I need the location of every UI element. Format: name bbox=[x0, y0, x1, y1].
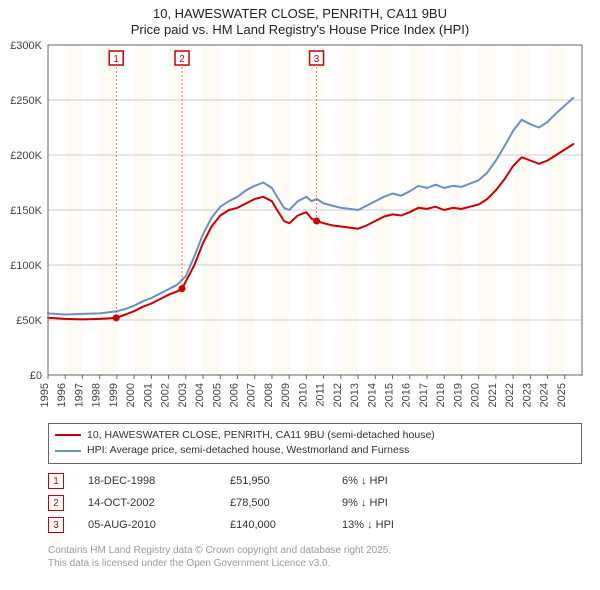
footer-line-1: Contains HM Land Registry data © Crown c… bbox=[48, 544, 582, 557]
chart-svg: £0 £50K £100K £150K £200K £250K £300K 1995 1996 1… bbox=[0, 39, 600, 419]
x-tick-label: 2010 bbox=[297, 383, 309, 407]
title-line-2: Price paid vs. HM Land Registry's House … bbox=[0, 22, 600, 38]
sale-marker-number: 2 bbox=[179, 54, 185, 65]
sale-index-box: 2 bbox=[48, 495, 64, 511]
sale-date: 14-OCT-2002 bbox=[88, 497, 228, 509]
x-tick-label: 2025 bbox=[556, 383, 568, 407]
sale-price: £140,000 bbox=[230, 519, 340, 531]
sale-price: £78,500 bbox=[230, 497, 340, 509]
legend-swatch bbox=[55, 434, 81, 436]
x-tick-label: 2004 bbox=[194, 383, 206, 407]
sale-delta: 13% ↓ HPI bbox=[342, 519, 462, 531]
x-tick-label: 1999 bbox=[108, 383, 120, 407]
y-tick-label: £0 bbox=[30, 370, 42, 382]
y-tick-label: £300K bbox=[10, 40, 42, 52]
x-tick-label: 2008 bbox=[263, 383, 275, 407]
y-tick-label: £100K bbox=[10, 260, 42, 272]
sale-index-box: 3 bbox=[48, 517, 64, 533]
sales-row: 1 18-DEC-1998£51,9506% ↓ HPI bbox=[48, 470, 582, 492]
x-tick-label: 2020 bbox=[470, 383, 482, 407]
x-tick-label: 1996 bbox=[56, 383, 68, 407]
sale-dot bbox=[113, 314, 120, 321]
sale-marker-number: 1 bbox=[113, 54, 119, 65]
x-tick-label: 2002 bbox=[160, 383, 172, 407]
x-tick-label: 2001 bbox=[142, 383, 154, 407]
x-tick-label: 2018 bbox=[435, 383, 447, 407]
x-tick-label: 2021 bbox=[487, 383, 499, 407]
legend-swatch bbox=[55, 450, 81, 452]
x-tick-label: 2013 bbox=[349, 383, 361, 407]
y-tick-label: £250K bbox=[10, 95, 42, 107]
legend-label: HPI: Average price, semi-detached house,… bbox=[87, 443, 409, 459]
x-tick-label: 1997 bbox=[73, 383, 85, 407]
sale-price: £51,950 bbox=[230, 475, 340, 487]
footer-note: Contains HM Land Registry data © Crown c… bbox=[48, 544, 582, 570]
x-tick-label: 2019 bbox=[452, 383, 464, 407]
x-tick-label: 2003 bbox=[177, 383, 189, 407]
x-tick-label: 2024 bbox=[539, 383, 551, 407]
y-tick-label: £50K bbox=[16, 315, 42, 327]
sale-delta: 9% ↓ HPI bbox=[342, 497, 462, 509]
title-line-1: 10, HAWESWATER CLOSE, PENRITH, CA11 9BU bbox=[0, 6, 600, 22]
x-tick-label: 2022 bbox=[504, 383, 516, 407]
x-tick-label: 2009 bbox=[280, 383, 292, 407]
y-tick-label: £150K bbox=[10, 205, 42, 217]
sale-index-box: 1 bbox=[48, 473, 64, 489]
x-tick-label: 2016 bbox=[401, 383, 413, 407]
footer-line-2: This data is licensed under the Open Gov… bbox=[48, 557, 582, 570]
chart-area: £0 £50K £100K £150K £200K £250K £300K 1995 1996 1… bbox=[0, 39, 600, 419]
x-tick-label: 2000 bbox=[125, 383, 137, 407]
sale-dot bbox=[179, 285, 186, 292]
sales-row: 3 05-AUG-2010£140,00013% ↓ HPI bbox=[48, 514, 582, 536]
sales-table: 1 18-DEC-1998£51,9506% ↓ HPI 2 14-OCT-2002£… bbox=[48, 470, 582, 536]
sale-date: 05-AUG-2010 bbox=[88, 519, 228, 531]
x-tick-label: 2023 bbox=[521, 383, 533, 407]
sale-marker-number: 3 bbox=[314, 54, 320, 65]
x-tick-label: 1995 bbox=[39, 383, 51, 407]
x-tick-label: 2011 bbox=[315, 383, 327, 407]
sales-row: 2 14-OCT-2002£78,5009% ↓ HPI bbox=[48, 492, 582, 514]
legend-item: 10, HAWESWATER CLOSE, PENRITH, CA11 9BU … bbox=[55, 428, 575, 444]
x-tick-label: 2017 bbox=[418, 383, 430, 407]
y-tick-label: £200K bbox=[10, 150, 42, 162]
chart-title-block: 10, HAWESWATER CLOSE, PENRITH, CA11 9BU … bbox=[0, 0, 600, 39]
legend-label: 10, HAWESWATER CLOSE, PENRITH, CA11 9BU … bbox=[87, 428, 435, 444]
legend: 10, HAWESWATER CLOSE, PENRITH, CA11 9BU … bbox=[48, 423, 582, 465]
x-tick-label: 2006 bbox=[228, 383, 240, 407]
legend-item: HPI: Average price, semi-detached house,… bbox=[55, 443, 575, 459]
sale-date: 18-DEC-1998 bbox=[88, 475, 228, 487]
sale-dot bbox=[313, 217, 320, 224]
x-tick-label: 2005 bbox=[211, 383, 223, 407]
x-tick-label: 2015 bbox=[384, 383, 396, 407]
x-tick-label: 2007 bbox=[246, 383, 258, 407]
x-tick-label: 2012 bbox=[332, 383, 344, 407]
x-tick-label: 1998 bbox=[91, 383, 103, 407]
x-tick-label: 2014 bbox=[366, 383, 378, 407]
sale-delta: 6% ↓ HPI bbox=[342, 475, 462, 487]
